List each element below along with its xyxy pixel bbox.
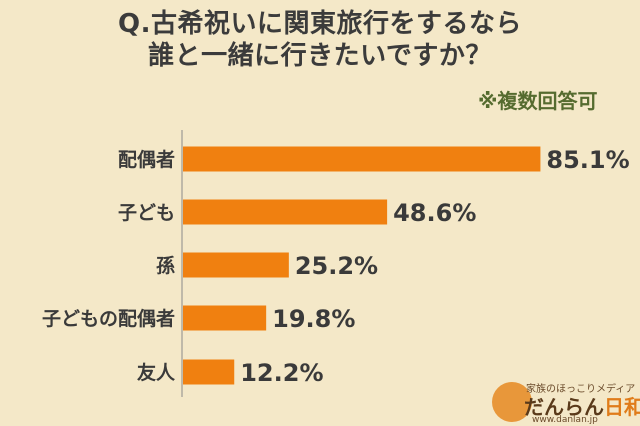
value-label-2: 48.6%	[393, 199, 476, 227]
category-label-2: 子ども	[118, 202, 175, 224]
bar-5	[183, 360, 234, 385]
danlan-biyori-logo: 家族のほっこりメディア だんらん日和 www.danlan.jp	[492, 380, 640, 426]
value-label-1: 85.1%	[546, 146, 629, 174]
category-label-5: 友人	[137, 361, 176, 384]
category-label-1: 配偶者	[118, 148, 175, 171]
category-label-3: 孫	[156, 254, 175, 277]
value-label-5: 12.2%	[240, 359, 323, 387]
bar-2	[183, 200, 387, 225]
category-label-4: 子どもの配偶者	[42, 307, 175, 330]
bar-4	[183, 306, 266, 331]
bar-3	[183, 253, 289, 278]
logo-url: www.danlan.jp	[532, 415, 598, 425]
value-label-4: 19.8%	[272, 305, 355, 333]
logo-name-part2: 日和	[604, 395, 640, 419]
bar-1	[183, 147, 540, 172]
value-label-3: 25.2%	[295, 252, 378, 280]
